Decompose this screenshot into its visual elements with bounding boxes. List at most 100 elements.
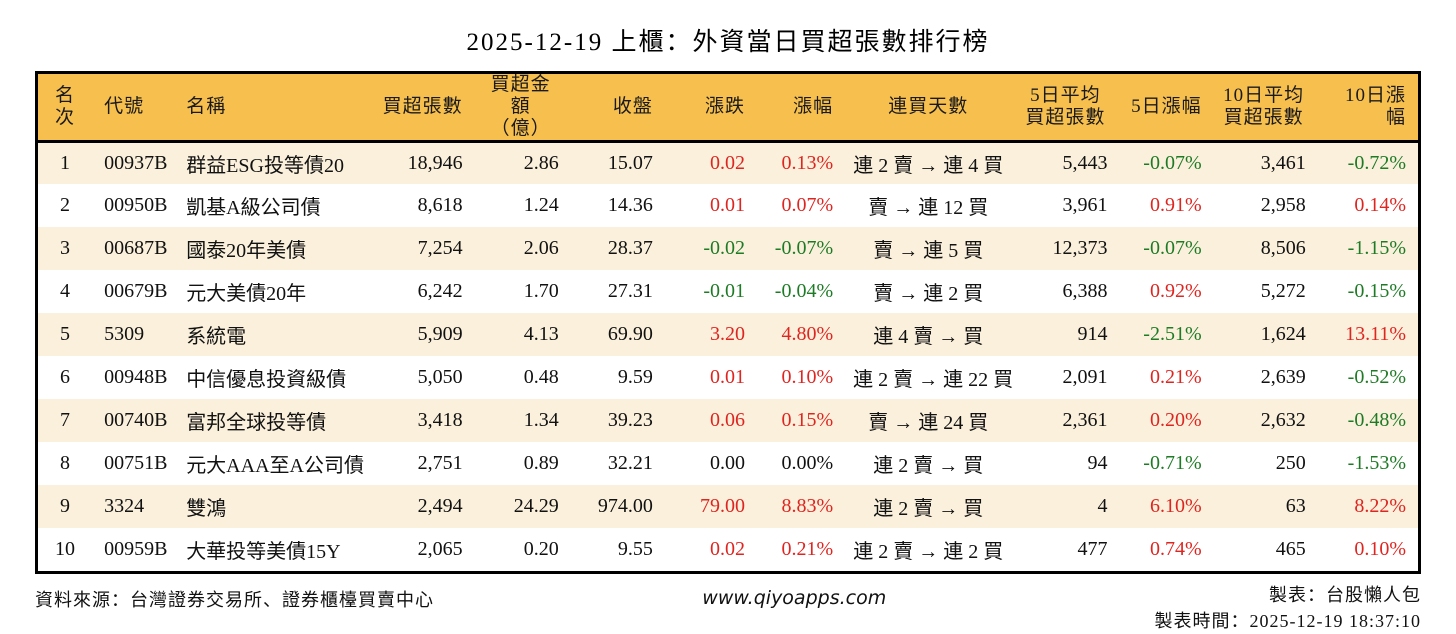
cell-change_pct: 0.13% bbox=[781, 151, 834, 174]
col-header-streak: 連買天數 bbox=[845, 74, 1016, 143]
cell-pct10: -0.48% bbox=[1347, 409, 1406, 432]
cell-close: 27.31 bbox=[607, 280, 653, 303]
cell-pct5: 0.91% bbox=[1149, 194, 1202, 217]
cell-change_pct: -0.04% bbox=[774, 280, 834, 303]
cell-buy_volume: 8,618 bbox=[417, 194, 463, 217]
cell-name: 凱基A級公司債 bbox=[186, 197, 321, 220]
cell-buy_amount: 2.86 bbox=[523, 151, 559, 174]
cell-avg5: 12,373 bbox=[1052, 237, 1108, 260]
cell-pct10: 0.14% bbox=[1354, 194, 1406, 217]
cell-pct10: -1.15% bbox=[1347, 237, 1406, 260]
cell-change_pct: 0.00% bbox=[781, 452, 834, 475]
col-header-close: 收盤 bbox=[570, 74, 665, 143]
cell-avg10: 1,624 bbox=[1260, 323, 1306, 346]
cell-buy_amount: 0.20 bbox=[523, 538, 559, 561]
cell-streak: 連 2 賣 → 買 bbox=[873, 498, 984, 521]
cell-avg5: 2,361 bbox=[1062, 409, 1108, 432]
cell-buy_volume: 7,254 bbox=[417, 237, 463, 260]
cell-close: 974.00 bbox=[597, 495, 653, 518]
cell-avg10: 8,506 bbox=[1260, 237, 1306, 260]
cell-code: 3324 bbox=[104, 495, 145, 518]
cell-buy_volume: 5,050 bbox=[417, 366, 463, 389]
cell-change_pct: -0.07% bbox=[774, 237, 834, 260]
col-header-avg10: 10日平均 買超張數 bbox=[1213, 74, 1318, 143]
cell-change_pct: 0.10% bbox=[781, 366, 834, 389]
cell-change: 0.02 bbox=[709, 538, 745, 561]
cell-close: 69.90 bbox=[607, 323, 653, 346]
cell-name: 系統電 bbox=[186, 326, 247, 349]
cell-avg10: 3,461 bbox=[1260, 151, 1306, 174]
cell-rank: 8 bbox=[60, 452, 71, 475]
cell-streak: 賣 → 連 24 買 bbox=[868, 412, 989, 435]
cell-change_pct: 4.80% bbox=[781, 323, 834, 346]
cell-buy_amount: 0.48 bbox=[523, 366, 559, 389]
cell-change_pct: 8.83% bbox=[781, 495, 834, 518]
cell-close: 9.59 bbox=[617, 366, 653, 389]
table-row: 8 00751B 元大AAA至A公司債 2,751 0.89 32.21 0.00 0.00%… bbox=[38, 442, 1418, 486]
cell-avg10: 5,272 bbox=[1260, 280, 1306, 303]
table-row: 9 3324 雙鴻 2,494 24.29 974.00 79.00 8.83% 連 2 賣 →… bbox=[38, 485, 1418, 529]
col-header-change: 漲跌 bbox=[664, 74, 757, 143]
cell-code: 00687B bbox=[104, 237, 168, 260]
cell-streak: 連 2 賣 → 連 2 買 bbox=[853, 541, 1004, 564]
cell-pct10: 13.11% bbox=[1345, 323, 1406, 346]
cell-name: 元大AAA至A公司債 bbox=[186, 455, 364, 478]
table-row: 1 00937B 群益ESG投等債20 18,946 2.86 15.07 0.02 0.13… bbox=[38, 141, 1418, 185]
cell-rank: 6 bbox=[60, 366, 71, 389]
cell-name: 富邦全球投等債 bbox=[186, 412, 327, 435]
cell-pct10: -0.52% bbox=[1347, 366, 1406, 389]
cell-buy_amount: 4.13 bbox=[523, 323, 559, 346]
cell-name: 中信優息投資級債 bbox=[186, 369, 347, 392]
cell-close: 15.07 bbox=[607, 151, 653, 174]
cell-avg5: 2,091 bbox=[1062, 366, 1108, 389]
ranking-table-container: 名次 代號 名稱 買超張數 買超金額 （億） 收盤 漲跌 漲幅 連買天數 5日平均 買超張數 5日漲… bbox=[35, 71, 1421, 575]
ranking-table: 名次 代號 名稱 買超張數 買超金額 （億） 收盤 漲跌 漲幅 連買天數 5日平均 買超張數 5日漲… bbox=[38, 74, 1418, 572]
cell-name: 國泰20年美債 bbox=[186, 240, 307, 263]
cell-close: 14.36 bbox=[607, 194, 653, 217]
cell-buy_volume: 18,946 bbox=[407, 151, 463, 174]
cell-pct5: -0.07% bbox=[1143, 151, 1202, 174]
cell-buy_volume: 2,494 bbox=[417, 495, 463, 518]
table-body: 1 00937B 群益ESG投等債20 18,946 2.86 15.07 0.02 0.13… bbox=[38, 141, 1418, 572]
cell-streak: 連 2 賣 → 連 22 買 bbox=[853, 369, 1014, 392]
cell-rank: 9 bbox=[60, 495, 71, 518]
cell-buy_amount: 24.29 bbox=[513, 495, 559, 518]
cell-rank: 2 bbox=[60, 194, 71, 217]
cell-avg10: 2,632 bbox=[1260, 409, 1306, 432]
cell-avg5: 5,443 bbox=[1062, 151, 1108, 174]
cell-change: 3.20 bbox=[709, 323, 745, 346]
cell-avg10: 2,639 bbox=[1260, 366, 1306, 389]
table-row: 10 00959B 大華投等美債15Y 2,065 0.20 9.55 0.02 0.21% 連… bbox=[38, 528, 1418, 572]
cell-name: 雙鴻 bbox=[186, 498, 227, 521]
cell-close: 28.37 bbox=[607, 237, 653, 260]
col-header-rank: 名次 bbox=[38, 74, 97, 143]
cell-change_pct: 0.07% bbox=[781, 194, 834, 217]
table-row: 2 00950B 凱基A級公司債 8,618 1.24 14.36 0.01 0.07% 賣 →… bbox=[38, 184, 1418, 228]
table-row: 5 5309 系統電 5,909 4.13 69.90 3.20 4.80% 連 4 賣 → 買… bbox=[38, 313, 1418, 357]
cell-code: 00959B bbox=[104, 538, 168, 561]
cell-code: 00751B bbox=[104, 452, 168, 475]
table-header: 名次 代號 名稱 買超張數 買超金額 （億） 收盤 漲跌 漲幅 連買天數 5日平均 買超張數 5日漲… bbox=[38, 74, 1418, 143]
cell-pct5: -0.07% bbox=[1143, 237, 1202, 260]
col-header-pct5: 5日漲幅 bbox=[1119, 74, 1214, 143]
cell-pct5: 6.10% bbox=[1149, 495, 1202, 518]
cell-change: 0.01 bbox=[709, 194, 745, 217]
cell-streak: 連 4 賣 → 買 bbox=[873, 326, 984, 349]
cell-close: 32.21 bbox=[607, 452, 653, 475]
cell-avg10: 2,958 bbox=[1260, 194, 1306, 217]
cell-code: 00948B bbox=[104, 366, 168, 389]
cell-avg5: 3,961 bbox=[1062, 194, 1108, 217]
col-header-avg5: 5日平均 買超張數 bbox=[1015, 74, 1120, 143]
cell-streak: 連 2 賣 → 買 bbox=[873, 455, 984, 478]
cell-change: 0.01 bbox=[709, 366, 745, 389]
cell-avg10: 250 bbox=[1275, 452, 1306, 475]
cell-name: 群益ESG投等債20 bbox=[186, 154, 344, 177]
cell-rank: 10 bbox=[55, 538, 76, 561]
cell-pct5: 0.21% bbox=[1149, 366, 1202, 389]
cell-streak: 賣 → 連 5 買 bbox=[873, 240, 984, 263]
cell-name: 元大美債20年 bbox=[186, 283, 307, 306]
cell-buy_volume: 2,065 bbox=[417, 538, 463, 561]
cell-avg5: 94 bbox=[1087, 452, 1108, 475]
cell-buy_amount: 1.34 bbox=[523, 409, 559, 432]
cell-change: 0.00 bbox=[709, 452, 745, 475]
